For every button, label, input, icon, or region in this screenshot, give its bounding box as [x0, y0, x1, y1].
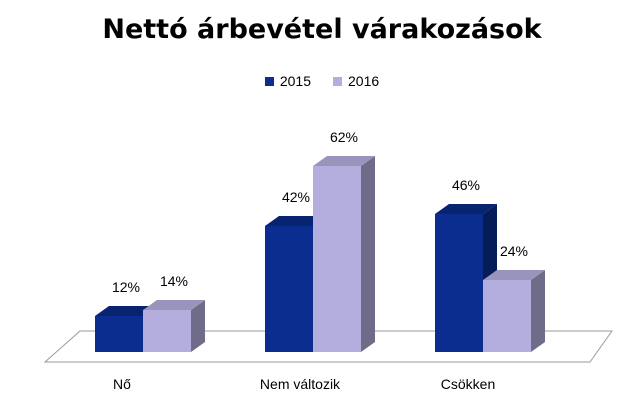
- bar-front-face: [483, 280, 531, 352]
- value-label-2016-0: 14%: [160, 273, 188, 289]
- bar-top-face: [265, 216, 327, 226]
- chart-title: Nettó árbevétel várakozások: [102, 14, 542, 45]
- bar-side-face: [361, 156, 375, 352]
- value-label-2015-1: 42%: [282, 189, 310, 205]
- bar-front-face: [265, 226, 313, 352]
- legend: 2015 2016: [0, 73, 644, 89]
- category-label-2: Csökken: [441, 376, 495, 392]
- bar-2016-0: [143, 300, 205, 352]
- category-labels-group: Nő Nem változik Csökken: [113, 376, 495, 392]
- bar-top-face: [435, 204, 497, 214]
- bar-front-face: [435, 214, 483, 352]
- value-labels-group: 12% 14% 42% 62% 46% 24%: [112, 129, 528, 295]
- bar-top-face: [313, 156, 375, 166]
- value-label-2016-2: 24%: [500, 243, 528, 259]
- bar-front-face: [313, 166, 361, 352]
- legend-item-2015: 2015: [264, 73, 311, 89]
- bar-top-face: [143, 300, 205, 310]
- bar-top-face: [483, 270, 545, 280]
- value-label-2016-1: 62%: [330, 129, 358, 145]
- value-label-2015-2: 46%: [452, 177, 480, 193]
- bar-2016-2: [483, 270, 545, 352]
- bars-group: [95, 156, 545, 352]
- category-label-0: Nő: [113, 376, 131, 392]
- legend-item-2016: 2016: [333, 73, 379, 89]
- bar-side-face: [531, 270, 545, 352]
- bar-2016-1: [313, 156, 375, 352]
- bar-top-face: [95, 306, 157, 316]
- bar-front-face: [95, 316, 143, 352]
- legend-label-2016: 2016: [348, 73, 380, 89]
- value-label-2015-0: 12%: [112, 279, 140, 295]
- bar-front-face: [143, 310, 191, 352]
- category-label-1: Nem változik: [260, 376, 341, 392]
- bar-side-face: [191, 300, 205, 352]
- legend-swatch-2015: [264, 76, 274, 86]
- legend-swatch-2016: [333, 76, 342, 86]
- legend-label-2015: 2015: [279, 73, 311, 89]
